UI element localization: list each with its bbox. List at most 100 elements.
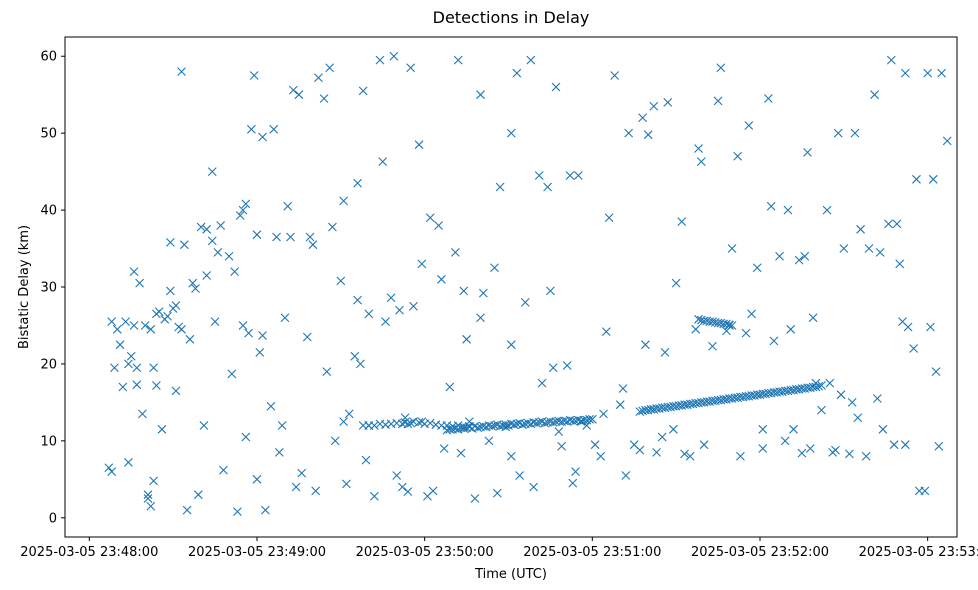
- y-axis-label: Bistatic Delay (km): [17, 225, 32, 349]
- data-point: [325, 63, 335, 73]
- data-point: [638, 113, 648, 123]
- data-point: [652, 447, 661, 457]
- data-point: [160, 314, 170, 324]
- data-point: [406, 418, 416, 428]
- data-point: [618, 384, 628, 393]
- data-point: [132, 380, 142, 390]
- data-point: [537, 378, 547, 388]
- data-point: [193, 490, 203, 500]
- data-point: [557, 441, 566, 451]
- data-point: [456, 448, 466, 458]
- data-point: [763, 94, 773, 103]
- data-point: [520, 297, 530, 307]
- data-point: [836, 390, 846, 400]
- data-point: [453, 421, 463, 430]
- data-point: [680, 449, 689, 459]
- data-point: [219, 465, 228, 475]
- y-tick-label: 20: [40, 357, 57, 372]
- data-point: [437, 274, 446, 284]
- data-point: [344, 409, 354, 419]
- data-point: [308, 240, 318, 250]
- data-point: [573, 171, 583, 180]
- data-point: [599, 409, 608, 419]
- data-point: [789, 424, 798, 434]
- data-point: [196, 222, 206, 232]
- data-point: [129, 267, 139, 277]
- data-point: [783, 205, 793, 215]
- data-point: [369, 491, 379, 501]
- data-point: [311, 486, 321, 496]
- data-point: [258, 331, 267, 340]
- data-point: [322, 367, 332, 377]
- data-point: [244, 328, 253, 338]
- data-point: [274, 447, 284, 457]
- data-point: [277, 421, 287, 430]
- data-point: [487, 421, 497, 431]
- data-point: [548, 363, 558, 373]
- data-point: [744, 121, 754, 130]
- data-point: [294, 90, 304, 100]
- data-point: [252, 230, 262, 240]
- data-point: [423, 491, 432, 501]
- data-point: [800, 251, 810, 261]
- data-point: [462, 334, 471, 344]
- data-point: [260, 505, 270, 515]
- data-point: [339, 417, 348, 427]
- data-point: [668, 424, 678, 434]
- data-point: [635, 445, 645, 455]
- data-point: [342, 479, 351, 489]
- data-point: [174, 322, 184, 332]
- data-point: [822, 205, 832, 215]
- data-point: [202, 224, 212, 234]
- data-point: [495, 421, 505, 431]
- data-point: [143, 494, 153, 503]
- data-point: [110, 363, 119, 373]
- data-point: [364, 309, 374, 319]
- data-point: [624, 128, 634, 138]
- data-point: [847, 397, 857, 407]
- data-point: [562, 361, 572, 370]
- data-point: [350, 351, 360, 361]
- data-point: [565, 171, 575, 180]
- data-point: [540, 418, 550, 428]
- data-point: [230, 267, 240, 277]
- data-point: [506, 128, 516, 138]
- data-point: [414, 417, 424, 427]
- y-tick-label: 0: [49, 511, 57, 526]
- data-point: [490, 263, 499, 273]
- data-point: [696, 157, 706, 167]
- x-tick-label: 2025-03-05 23:49:00: [188, 545, 326, 560]
- data-point: [512, 68, 522, 78]
- data-point: [146, 501, 156, 511]
- data-point: [872, 394, 882, 403]
- data-point: [328, 222, 337, 232]
- data-point: [769, 336, 779, 346]
- data-point: [191, 284, 200, 293]
- data-point: [179, 240, 189, 250]
- data-point: [786, 324, 796, 334]
- data-point: [546, 286, 555, 296]
- data-point: [361, 455, 371, 465]
- data-point: [615, 400, 625, 410]
- x-axis: 2025-03-05 23:48:00 2025-03-05 23:49:00 20…: [20, 537, 978, 560]
- data-point: [241, 199, 251, 209]
- data-point: [297, 468, 307, 478]
- data-point: [386, 293, 396, 303]
- data-point: [188, 278, 198, 288]
- data-point: [202, 271, 212, 280]
- data-point: [478, 288, 488, 298]
- data-point: [942, 136, 952, 146]
- data-point: [319, 94, 329, 103]
- data-point: [353, 178, 362, 188]
- data-point: [571, 467, 580, 477]
- data-point: [171, 386, 181, 396]
- data-point: [610, 71, 620, 80]
- data-point: [926, 322, 935, 332]
- data-point: [747, 309, 756, 319]
- data-point: [247, 124, 256, 134]
- data-point: [864, 244, 874, 253]
- data-point: [529, 482, 539, 492]
- data-point: [736, 451, 745, 461]
- data-point: [727, 244, 737, 253]
